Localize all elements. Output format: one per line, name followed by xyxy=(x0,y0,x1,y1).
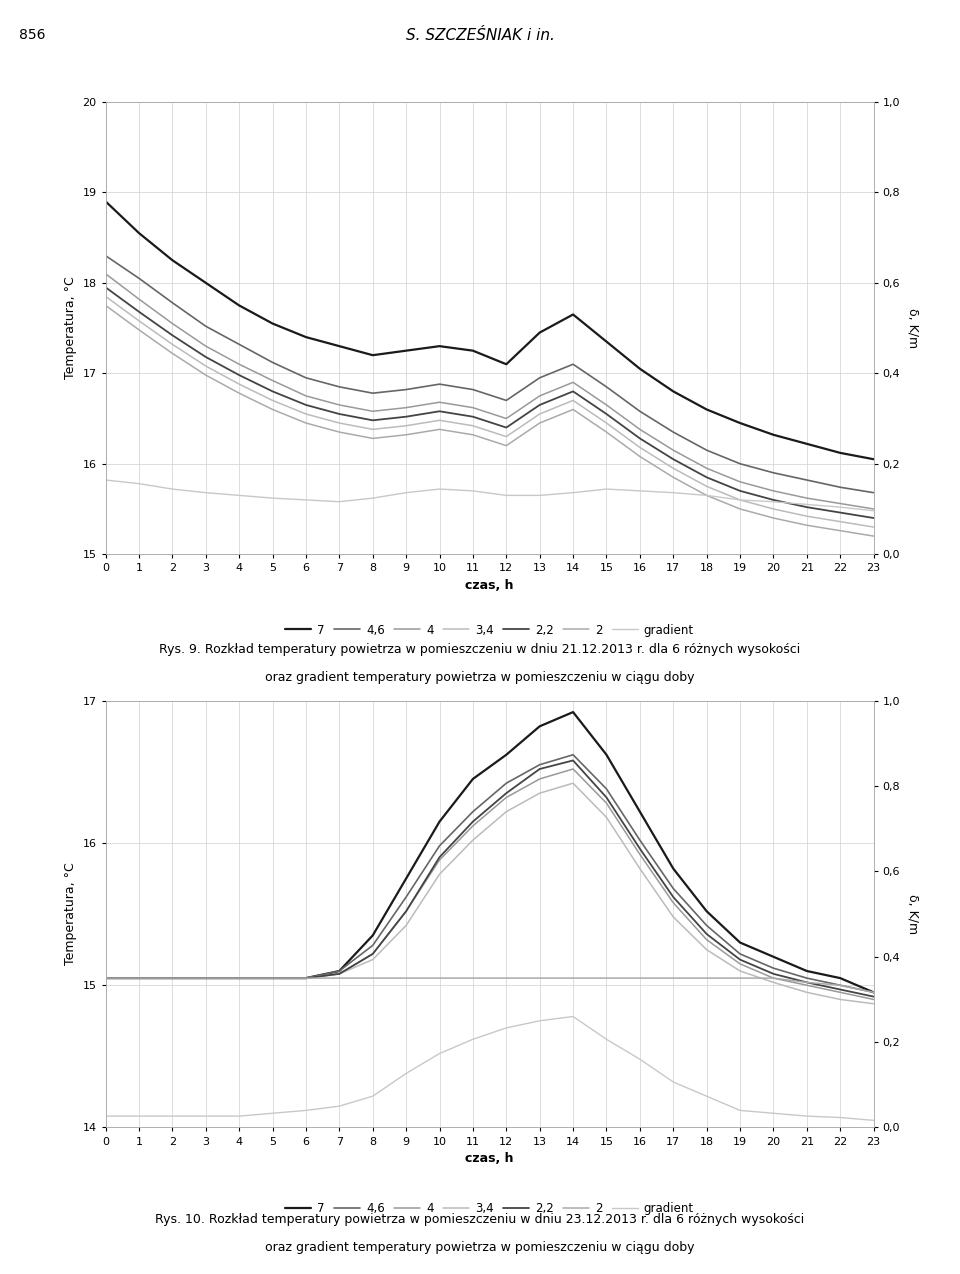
Legend: 7, 4,6, 4, 3,4, 2,2, 2, gradient: 7, 4,6, 4, 3,4, 2,2, 2, gradient xyxy=(280,1198,699,1220)
Y-axis label: Temperatura, °C: Temperatura, °C xyxy=(64,276,77,380)
Text: oraz gradient temperatury powietrza w pomieszczeniu w ciągu doby: oraz gradient temperatury powietrza w po… xyxy=(265,671,695,684)
X-axis label: czas, h: czas, h xyxy=(466,578,514,592)
Text: 856: 856 xyxy=(19,28,46,42)
Legend: 7, 4,6, 4, 3,4, 2,2, 2, gradient: 7, 4,6, 4, 3,4, 2,2, 2, gradient xyxy=(280,619,699,641)
Y-axis label: Temperatura, °C: Temperatura, °C xyxy=(64,862,77,966)
Y-axis label: δ, K/m: δ, K/m xyxy=(906,308,920,348)
Text: Rys. 10. Rozkład temperatury powietrza w pomieszczeniu w dniu 23.12.2013 r. dla : Rys. 10. Rozkład temperatury powietrza w… xyxy=(156,1213,804,1226)
Text: Rys. 9. Rozkład temperatury powietrza w pomieszczeniu w dniu 21.12.2013 r. dla 6: Rys. 9. Rozkład temperatury powietrza w … xyxy=(159,643,801,656)
Y-axis label: δ, K/m: δ, K/m xyxy=(906,894,920,934)
Text: S. SZCZEŚNIAK i in.: S. SZCZEŚNIAK i in. xyxy=(405,28,555,43)
Text: oraz gradient temperatury powietrza w pomieszczeniu w ciągu doby: oraz gradient temperatury powietrza w po… xyxy=(265,1241,695,1254)
X-axis label: czas, h: czas, h xyxy=(466,1152,514,1166)
